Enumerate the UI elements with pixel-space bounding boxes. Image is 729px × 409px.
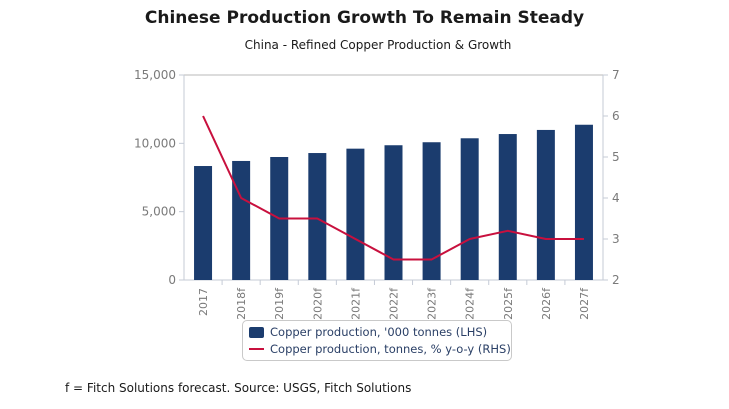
legend-item-bar[interactable]: Copper production, '000 tonnes (LHS) bbox=[249, 324, 487, 340]
tick-labels: 0 5,000 10,000 15,000 2 3 4 5 6 7 2017 2018f 2019f 20… bbox=[134, 68, 620, 320]
x-tick-label: 2023f bbox=[426, 287, 439, 320]
bar-2027f bbox=[574, 124, 593, 280]
left-tick-label: 10,000 bbox=[134, 136, 176, 150]
bar-series bbox=[194, 124, 593, 280]
bar-2018f bbox=[232, 160, 251, 280]
chart-title: Chinese Production Growth To Remain Stea… bbox=[144, 8, 585, 28]
right-tick-label: 4 bbox=[612, 191, 620, 205]
x-tick-label: 2026f bbox=[540, 287, 553, 320]
x-tick-label: 2020f bbox=[311, 287, 324, 320]
legend-item-line[interactable]: Copper production, tonnes, % y-o-y (RHS) bbox=[249, 341, 511, 357]
left-tick-label: 0 bbox=[168, 273, 176, 287]
right-tick-label: 6 bbox=[612, 109, 620, 123]
bar-2021f bbox=[346, 148, 365, 280]
source-footnote: f = Fitch Solutions forecast. Source: US… bbox=[65, 381, 412, 395]
bar-2026f bbox=[536, 129, 555, 280]
bar-2022f bbox=[384, 145, 403, 280]
right-tick-label: 7 bbox=[612, 68, 620, 82]
chart-subtitle: China - Refined Copper Production & Grow… bbox=[244, 38, 512, 52]
legend: Copper production, '000 tonnes (LHS) Cop… bbox=[242, 320, 512, 361]
bar-2025f bbox=[498, 134, 517, 280]
bar-2017 bbox=[194, 166, 213, 280]
bar-2024f bbox=[460, 138, 479, 280]
x-tick-label: 2025f bbox=[502, 287, 515, 320]
right-tick-label: 2 bbox=[612, 273, 620, 287]
x-tick-label: 2027f bbox=[578, 287, 591, 320]
left-tick-label: 15,000 bbox=[134, 68, 176, 82]
x-tick-label: 2019f bbox=[273, 287, 286, 320]
legend-label-bar: Copper production, '000 tonnes (LHS) bbox=[270, 325, 488, 339]
x-tick-label: 2022f bbox=[388, 287, 401, 320]
line-series bbox=[202, 115, 584, 261]
bar-2023f bbox=[422, 142, 441, 280]
axes bbox=[179, 74, 608, 285]
legend-line-swatch bbox=[249, 348, 264, 350]
x-tick-label: 2017 bbox=[197, 288, 210, 316]
right-tick-label: 5 bbox=[612, 150, 620, 164]
x-tick-label: 2021f bbox=[349, 287, 362, 320]
bar-2020f bbox=[308, 153, 327, 280]
x-tick-label: 2018f bbox=[235, 287, 248, 320]
x-tick-label: 2024f bbox=[464, 287, 477, 320]
right-tick-label: 3 bbox=[612, 232, 620, 246]
left-tick-label: 5,000 bbox=[142, 205, 176, 219]
legend-label-line: Copper production, tonnes, % y-o-y (RHS) bbox=[270, 342, 511, 356]
legend-bar-swatch bbox=[249, 326, 264, 338]
